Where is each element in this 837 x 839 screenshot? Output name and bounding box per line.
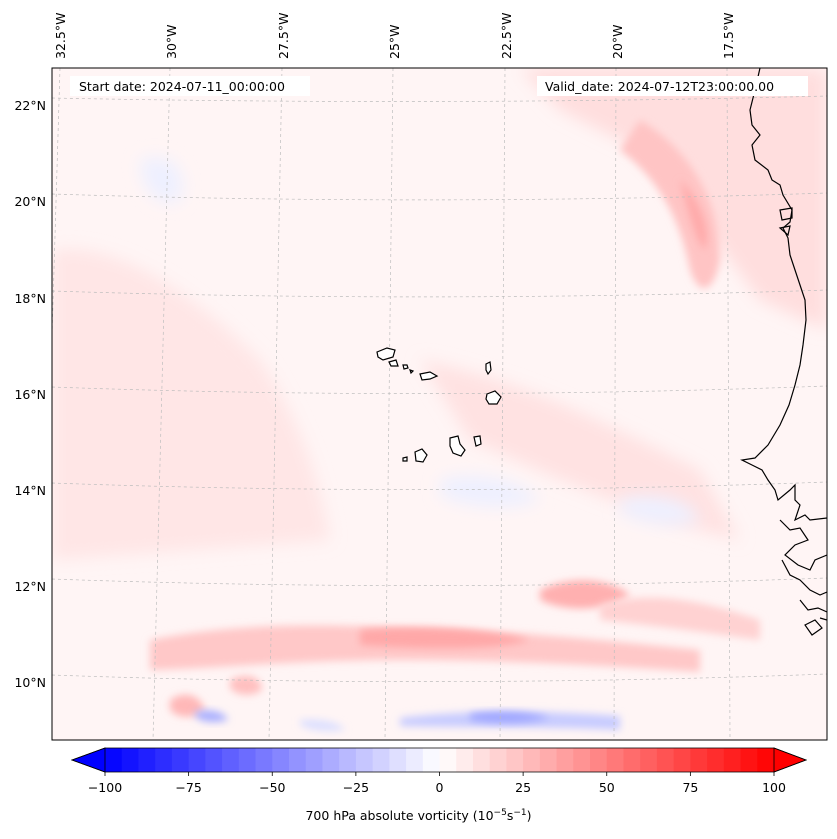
colorbar-cell [422,748,441,772]
colorbar-cell [456,748,474,772]
colorbar-cell [155,748,173,772]
colorbar-cell [188,748,206,772]
colorbar-cell [238,748,257,772]
vorticity-field [52,68,827,732]
colorbar-cell [573,748,591,772]
colorbar-cell [322,748,340,772]
colorbar-cell [372,748,390,772]
colorbar-cell [171,748,190,772]
colorbar-tick-label: 50 [598,780,615,795]
colorbar-cell [472,748,491,772]
colorbar-cell [205,748,223,772]
colorbar-cell [355,748,374,772]
colorbar-tick-label: −25 [342,780,370,795]
colorbar-cell [656,748,675,772]
start-date-label: Start date: 2024-07-11_00:00:00 [79,79,285,94]
colorbar-cell [105,748,123,772]
colorbar-cell [740,748,758,772]
lon-label-30w: 30°W [164,24,179,59]
colorbar-cell [673,748,691,772]
colorbar-min-extend [70,747,106,773]
lat-label-10n: 10°N [14,675,46,690]
colorbar-cell [757,748,775,772]
colorbar-tick-label: −100 [87,780,123,795]
valid-date-label: Valid_date: 2024-07-12T23:00:00.00 [545,79,774,94]
lon-label-22-5w: 22.5°W [499,12,514,59]
colorbar-cell [723,748,742,772]
colorbar-cell [439,748,457,772]
colorbar-cell [138,748,156,772]
lon-label-25w: 25°W [387,24,402,59]
colorbar-cell [255,748,273,772]
colorbar-tick-label: 0 [435,780,444,795]
colorbar-tick-label: −50 [259,780,286,795]
lon-label-20w: 20°W [610,24,625,59]
colorbar-cell [288,748,307,772]
colorbar-cell [506,748,524,772]
colorbar-label: 700 hPa absolute vorticity (10−5s−1) [305,808,532,824]
colorbar-cell [690,748,708,772]
colorbar-cell [272,748,290,772]
colorbar-cell [523,748,541,772]
colorbar-tick-label: −75 [175,780,202,795]
colorbar-cell [590,748,608,772]
lon-label-32-5w: 32.5°W [53,12,68,59]
lat-label-14n: 14°N [14,483,46,498]
lat-label-22n: 22°N [14,98,46,113]
lat-label-16n: 16°N [14,387,46,402]
colorbar-tick-label: 100 [762,780,786,795]
colorbar-cell [489,748,508,772]
graticule [52,68,827,740]
start-date-box [70,76,310,96]
colorbar-tick-label: 25 [515,780,532,795]
colorbar-cell [339,748,357,772]
colorbar-cell [305,748,324,772]
colorbar-cell [606,748,625,772]
colorbar-cell [623,748,641,772]
colorbar [70,747,808,776]
colorbar-tick-label: 75 [682,780,699,795]
colorbar-cell [121,748,140,772]
colorbar-cell [222,748,240,772]
colorbar-cell [539,748,558,772]
cape-verde-islands [376,347,502,463]
colorbar-cell [389,748,407,772]
colorbar-cell [556,748,574,772]
map-panel [51,67,828,741]
colorbar-max-extend [773,747,808,773]
colorbar-cell [406,748,424,772]
colorbar-cells [105,748,775,772]
valid-date-box [537,76,808,96]
lon-label-17-5w: 17.5°W [721,12,736,59]
colorbar-cell [640,748,658,772]
coastline [740,68,827,636]
lat-label-12n: 12°N [14,579,46,594]
lon-label-27-5w: 27.5°W [276,12,291,59]
lat-label-20n: 20°N [14,194,46,209]
colorbar-cell [707,748,725,772]
lat-label-18n: 18°N [14,291,46,306]
